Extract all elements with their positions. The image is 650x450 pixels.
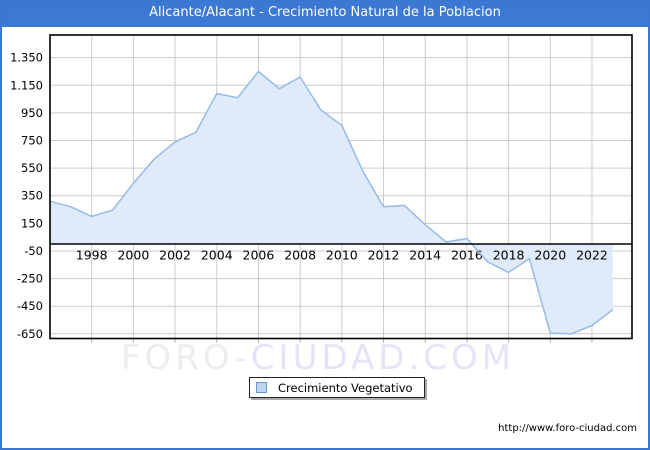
y-tick-label: -650 — [17, 327, 43, 341]
area-fill — [50, 71, 613, 334]
chart-title: Alicante/Alacant - Crecimiento Natural d… — [149, 5, 501, 20]
y-tick-label: 750 — [21, 133, 43, 147]
legend-swatch-icon — [256, 382, 267, 393]
x-tick-label: 2016 — [451, 248, 483, 263]
x-tick-label: 2022 — [576, 248, 608, 263]
y-tick-label: 150 — [21, 216, 43, 230]
chart-title-bar: Alicante/Alacant - Crecimiento Natural d… — [0, 0, 650, 27]
y-tick-label: 1.350 — [10, 51, 43, 65]
x-tick-label: 2000 — [117, 248, 149, 263]
y-tick-label: 950 — [21, 106, 43, 120]
legend: Crecimiento Vegetativo — [249, 377, 425, 398]
y-tick-label: -450 — [17, 299, 43, 313]
x-tick-label: 2018 — [493, 248, 525, 263]
y-tick-label: -50 — [24, 244, 43, 258]
plot-border — [49, 34, 633, 340]
x-tick-label: 2012 — [368, 248, 400, 263]
watermark: FORO-CIUDAD.COM — [0, 338, 636, 378]
watermark-part2: CIUDAD.COM — [250, 338, 516, 378]
y-tick-label: 1.150 — [10, 78, 43, 92]
x-tick-label: 2020 — [534, 248, 566, 263]
y-tick-label: -250 — [17, 272, 43, 286]
y-tick-label: 550 — [21, 161, 43, 175]
x-tick-label: 1998 — [76, 248, 108, 263]
x-tick-label: 2010 — [326, 248, 358, 263]
x-tick-label: 2014 — [409, 248, 441, 263]
data-line — [49, 70, 614, 335]
watermark-part1: FORO- — [120, 338, 251, 378]
x-tick-label: 2008 — [284, 248, 316, 263]
footer-link[interactable]: http://www.foro-ciudad.com — [498, 423, 637, 434]
y-tick-label: 350 — [21, 189, 43, 203]
x-tick-label: 2002 — [159, 248, 191, 263]
x-tick-label: 2004 — [201, 248, 233, 263]
legend-label: Crecimiento Vegetativo — [278, 380, 413, 395]
x-tick-label: 2006 — [243, 248, 275, 263]
